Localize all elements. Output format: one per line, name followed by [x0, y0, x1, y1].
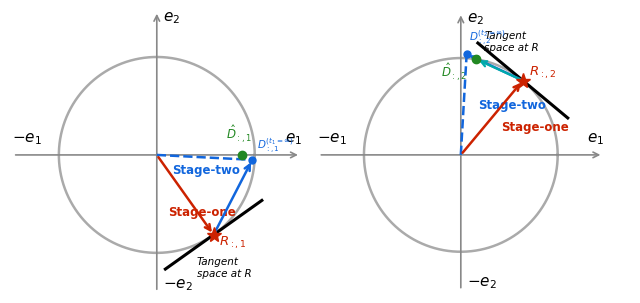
Text: $-e_2$: $-e_2$	[163, 277, 193, 293]
Text: $R_{:,1}$: $R_{:,1}$	[218, 235, 246, 251]
Text: $e_1$: $e_1$	[587, 132, 604, 147]
Text: Stage-one: Stage-one	[168, 206, 236, 219]
Text: $e_2$: $e_2$	[163, 10, 180, 26]
Text: Stage-two: Stage-two	[478, 99, 546, 112]
Text: $-e_1$: $-e_1$	[12, 132, 42, 147]
Text: $D_{:,2}^{(t_2=\infty)}$: $D_{:,2}^{(t_2=\infty)}$	[468, 29, 506, 48]
Text: Stage-two: Stage-two	[172, 164, 240, 177]
Text: Stage-one: Stage-one	[502, 121, 569, 134]
Text: $e_1$: $e_1$	[285, 132, 301, 147]
Text: Tangent
space at R: Tangent space at R	[196, 257, 252, 279]
Text: $\hat{D}_{:,1}$: $\hat{D}_{:,1}$	[226, 124, 252, 145]
Text: Tangent
space at R: Tangent space at R	[484, 31, 539, 53]
Text: $e_2$: $e_2$	[467, 12, 484, 27]
Text: $\hat{D}_{:,2}$: $\hat{D}_{:,2}$	[441, 61, 467, 83]
Text: $-e_1$: $-e_1$	[317, 132, 348, 147]
Text: $D_{:,1}^{(t_1=\infty)}$: $D_{:,1}^{(t_1=\infty)}$	[257, 137, 294, 156]
Text: $-e_2$: $-e_2$	[467, 276, 497, 291]
Text: $R_{:,2}$: $R_{:,2}$	[529, 64, 556, 81]
